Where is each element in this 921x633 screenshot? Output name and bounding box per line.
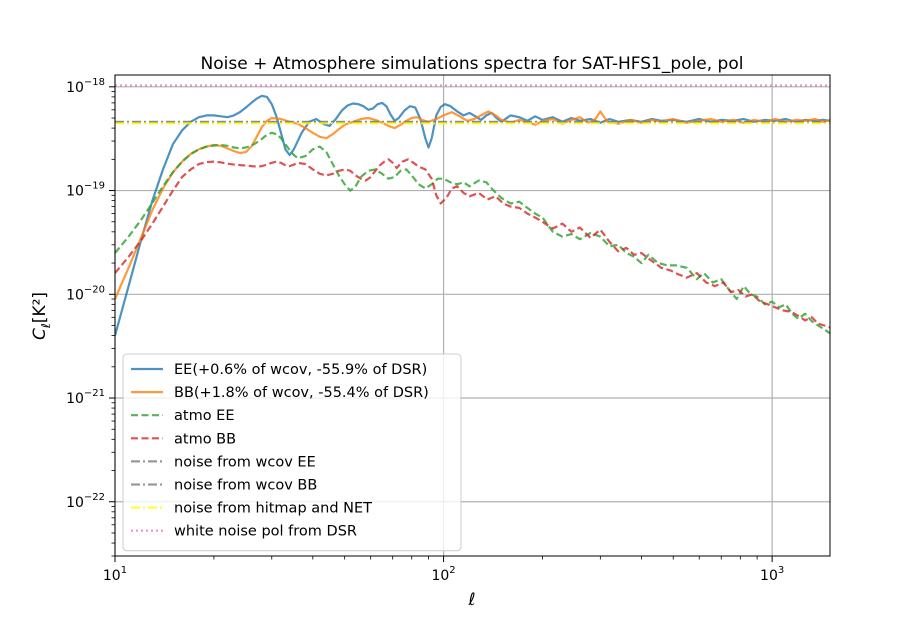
series-group: [115, 84, 830, 336]
y-tick-label: 10−20: [66, 284, 105, 303]
legend-label: noise from wcov EE: [174, 454, 316, 470]
y-tick-label: 10−18: [66, 77, 105, 96]
y-axis-label: Cℓ[K²]: [30, 292, 53, 340]
x-tick-label: 102: [431, 565, 455, 584]
legend: EE(+0.6% of wcov, -55.9% of DSR) BB(+1.8%…: [122, 353, 462, 552]
x-axis-label: ℓ: [467, 590, 475, 610]
chart-title: Noise + Atmosphere simulations spectra f…: [201, 54, 744, 74]
legend-label: atmo EE: [174, 408, 235, 424]
legend-label: BB(+1.8% of wcov, -55.4% of DSR): [174, 385, 429, 401]
y-tick-label: 10−19: [66, 181, 105, 200]
y-tick-label: 10−21: [66, 388, 105, 407]
plot-frame: [114, 74, 831, 557]
legend-label: white noise pol from DSR: [174, 524, 357, 540]
legend-label: noise from wcov BB: [174, 478, 317, 494]
x-tick-label: 103: [760, 565, 784, 584]
legend-label: EE(+0.6% of wcov, -55.9% of DSR): [174, 362, 427, 378]
legend-box: [122, 353, 462, 552]
x-tick-label: 101: [103, 565, 127, 584]
ticks: 101 102 103 10−22 10−21 10−20 10−19 10−18: [66, 77, 784, 584]
legend-label: atmo BB: [174, 431, 236, 447]
series-line-3: [115, 131, 830, 335]
y-tick-label: 10−22: [66, 492, 105, 511]
series-line-4: [115, 158, 830, 329]
legend-label: noise from hitmap and NET: [174, 501, 372, 517]
